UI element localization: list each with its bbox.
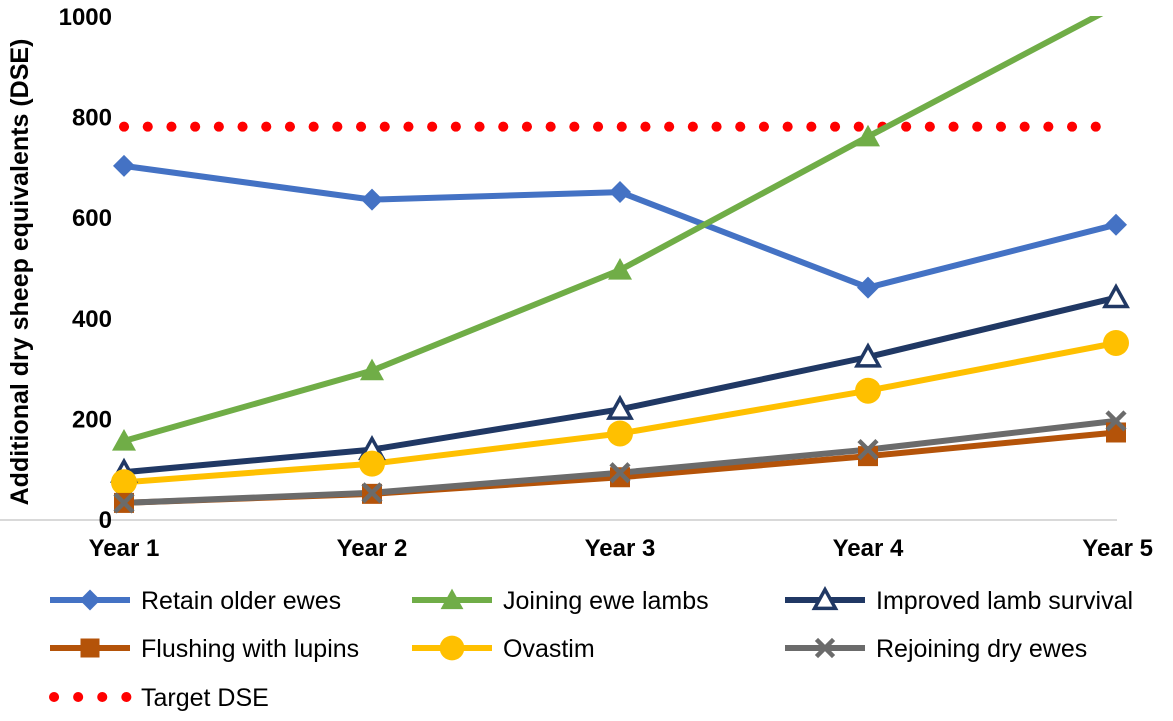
legend-item: Target DSE xyxy=(49,684,269,712)
data-point xyxy=(112,429,136,451)
y-axis-title: Additional dry sheep equivalents (DSE) xyxy=(6,39,34,506)
x-tick-label: Year 4 xyxy=(833,535,904,562)
legend-marker xyxy=(80,638,100,658)
data-point xyxy=(360,358,384,381)
chart-axes: 0 200 400 600 800 1000 Additional dry sheep eq… xyxy=(0,4,1153,562)
data-point xyxy=(113,492,135,514)
legend-marker xyxy=(79,589,101,611)
series-line-joining-ewe-lambs xyxy=(123,16,1104,444)
data-point xyxy=(1105,213,1127,236)
legend-label: Improved lamb survival xyxy=(876,587,1133,615)
data-point xyxy=(111,469,137,496)
legend-item: Retain older ewes xyxy=(50,587,341,615)
data-point xyxy=(607,420,633,447)
legend-item: Improved lamb survival xyxy=(785,585,1133,615)
legend-item: Flushing with lupins xyxy=(50,635,359,663)
data-point xyxy=(858,446,878,467)
y-tick-label: 400 xyxy=(72,306,112,333)
legend-item: Ovastim xyxy=(412,635,595,663)
data-point xyxy=(359,450,385,477)
legend-marker xyxy=(439,635,465,661)
legend-label: Ovastim xyxy=(503,635,595,663)
data-point xyxy=(113,154,135,177)
y-tick-label: 0 xyxy=(99,507,112,534)
chart-legend: Retain older ewes Joining ewe lambs Improv… xyxy=(49,585,1133,712)
data-point xyxy=(857,276,879,299)
legend-label: Retain older ewes xyxy=(141,587,341,615)
data-point xyxy=(1102,283,1130,309)
data-point xyxy=(855,377,881,404)
data-point xyxy=(361,188,383,211)
legend-label: Rejoining dry ewes xyxy=(876,635,1087,663)
data-point xyxy=(854,342,882,368)
legend-marker xyxy=(814,637,836,659)
marker-layer xyxy=(110,124,1130,514)
data-point xyxy=(1105,410,1127,432)
y-tick-label: 800 xyxy=(72,105,112,132)
x-tick-label: Year 5 xyxy=(1082,535,1153,562)
data-point xyxy=(610,467,630,488)
data-point xyxy=(608,258,632,280)
legend-marker xyxy=(811,585,839,611)
legend-label: Target DSE xyxy=(141,684,269,712)
legend-item: Joining ewe lambs xyxy=(412,587,709,615)
y-tick-label: 1000 xyxy=(59,4,112,31)
legend-label: Joining ewe lambs xyxy=(503,587,709,615)
x-tick-label: Year 1 xyxy=(89,535,160,562)
legend-marker xyxy=(440,588,464,610)
y-tick-label: 600 xyxy=(72,205,112,232)
data-point xyxy=(606,394,634,420)
data-point xyxy=(857,438,879,461)
data-point xyxy=(1103,329,1129,356)
data-point xyxy=(856,124,880,147)
data-point xyxy=(609,181,631,204)
x-tick-label: Year 3 xyxy=(585,535,656,562)
data-point xyxy=(609,462,631,484)
legend-label: Flushing with lupins xyxy=(141,635,359,663)
data-point xyxy=(361,482,383,504)
legend-item: Rejoining dry ewes xyxy=(785,635,1087,663)
y-tick-label: 200 xyxy=(72,406,112,433)
x-tick-label: Year 2 xyxy=(337,535,408,562)
